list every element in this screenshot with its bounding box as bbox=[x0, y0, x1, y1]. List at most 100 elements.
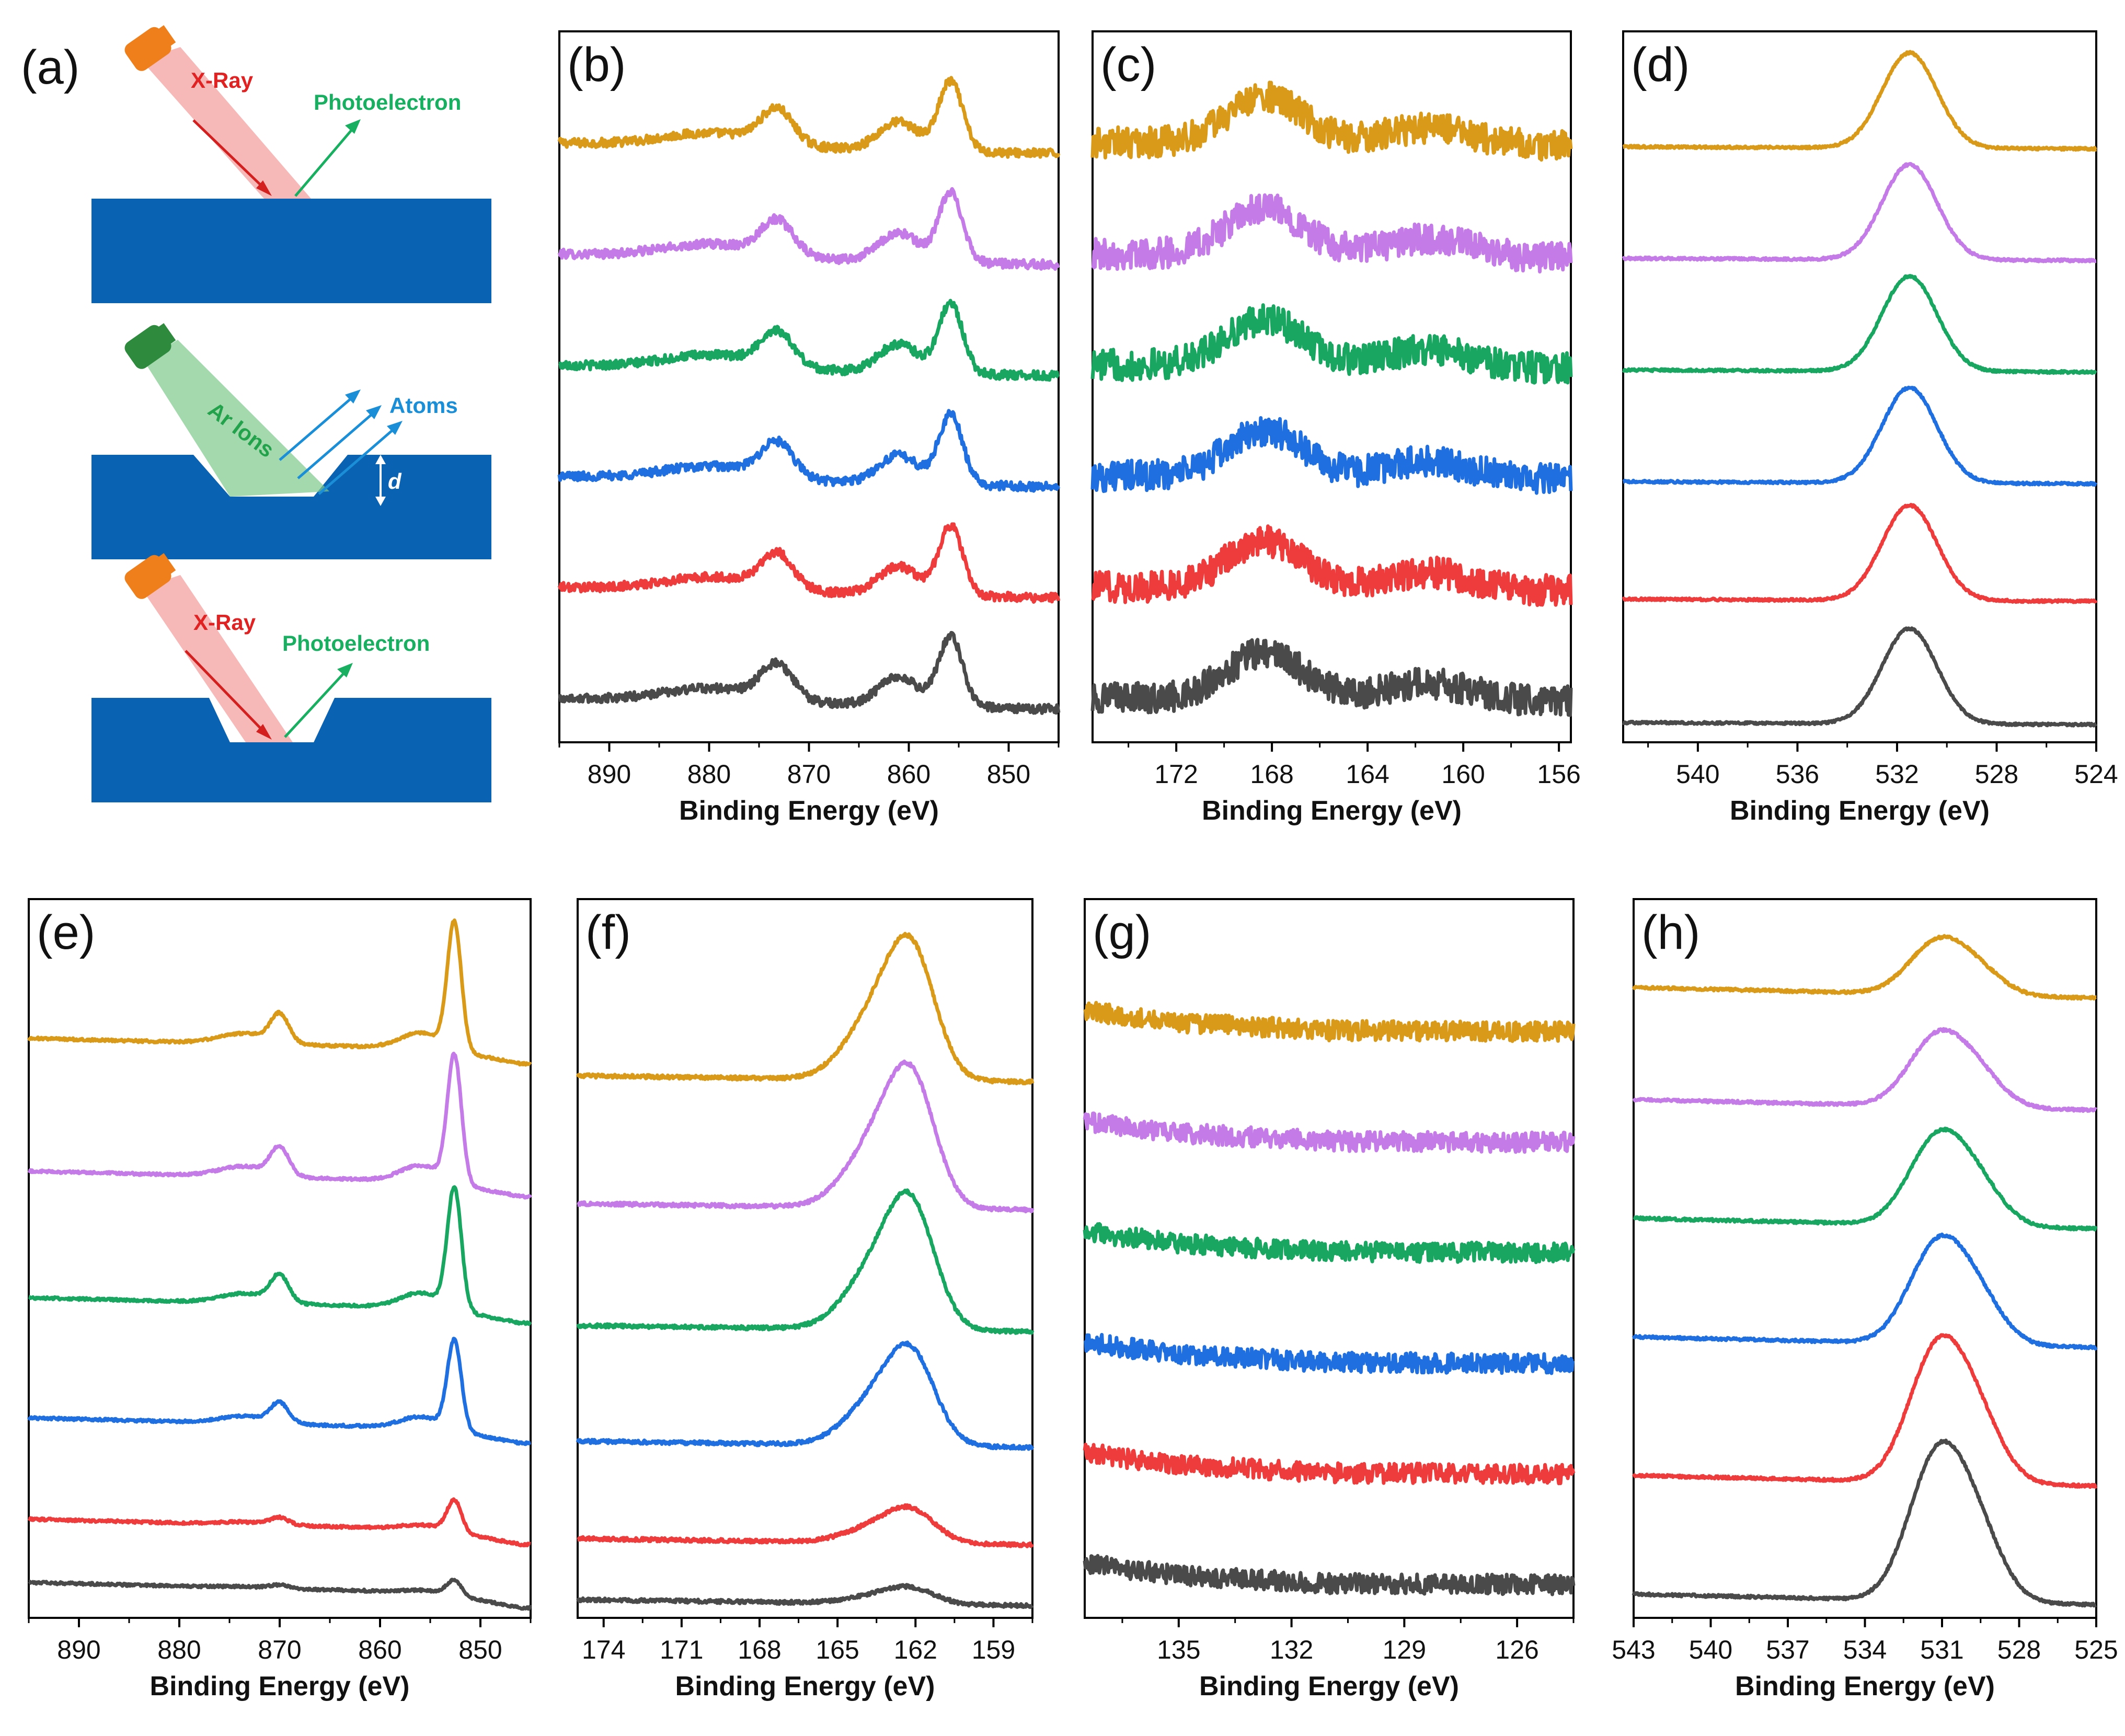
x-tick-label-b: 860 bbox=[887, 760, 931, 789]
series-line-b-orange bbox=[557, 76, 1061, 159]
chart-panel-b: 890 880 870 860 850 Binding Energy (eV) (b) bbox=[557, 30, 1061, 826]
panel-label-g: (g) bbox=[1093, 906, 1151, 959]
series-line-h-blue bbox=[1632, 1232, 2098, 1351]
series-line-e-red bbox=[27, 1497, 532, 1548]
x-tick-label-e: 850 bbox=[458, 1635, 502, 1664]
x-axis-title-d: Binding Energy (eV) bbox=[1730, 796, 1990, 826]
series-line-c-gray bbox=[1090, 638, 1573, 717]
panel-label-f: (f) bbox=[585, 906, 631, 959]
series-line-c-green bbox=[1090, 303, 1573, 385]
series-line-f-blue bbox=[576, 1340, 1035, 1451]
x-tick-label-f: 168 bbox=[738, 1635, 781, 1664]
x-tick-label-e: 880 bbox=[157, 1635, 201, 1664]
panel-a-label: (a) bbox=[21, 41, 79, 94]
series-line-c-blue bbox=[1090, 416, 1573, 495]
ion-source-icon bbox=[124, 323, 176, 369]
series-line-g-blue bbox=[1083, 1332, 1575, 1375]
series-line-b-green bbox=[558, 298, 1060, 382]
series-line-d-green bbox=[1622, 274, 2097, 375]
x-tick-label-f: 174 bbox=[582, 1635, 625, 1664]
x-tick-label-f: 159 bbox=[972, 1635, 1015, 1664]
x-tick-label-f: 162 bbox=[894, 1635, 937, 1664]
x-tick-label-d: 532 bbox=[1875, 760, 1919, 789]
photoelectron-arrow-2 bbox=[284, 668, 349, 738]
series-line-h-green bbox=[1633, 1126, 2098, 1232]
x-tick-label-e: 860 bbox=[358, 1635, 401, 1664]
substrate-middle bbox=[91, 455, 491, 559]
xray-beam-1 bbox=[141, 47, 311, 199]
substrate-bottom bbox=[91, 698, 491, 802]
panel-label-c: (c) bbox=[1100, 38, 1156, 91]
series-line-b-purple bbox=[557, 187, 1060, 271]
x-tick-label-g: 126 bbox=[1495, 1635, 1538, 1664]
x-tick-label-c: 172 bbox=[1154, 760, 1198, 789]
x-tick-label-d: 540 bbox=[1676, 760, 1719, 789]
chart-panels: 890 880 870 860 850 Binding Energy (eV) (b) 172… bbox=[27, 30, 2118, 1701]
x-axis-title-g: Binding Energy (eV) bbox=[1199, 1671, 1459, 1701]
x-tick-label-g: 132 bbox=[1270, 1635, 1313, 1664]
atom-arrow-1 bbox=[279, 394, 357, 461]
series-line-g-orange bbox=[1083, 1001, 1576, 1043]
x-tick-label-h: 534 bbox=[1843, 1635, 1887, 1664]
series-line-f-purple bbox=[577, 1059, 1035, 1214]
series-line-c-orange bbox=[1090, 81, 1573, 162]
x-axis-title-h: Binding Energy (eV) bbox=[1735, 1671, 1995, 1701]
series-line-f-red bbox=[577, 1503, 1035, 1548]
series-line-d-gray bbox=[1622, 626, 2098, 728]
series-line-h-gray bbox=[1632, 1439, 2097, 1608]
series-line-c-purple bbox=[1092, 193, 1573, 274]
atom-arrow-2 bbox=[297, 409, 377, 479]
series-line-f-gray bbox=[576, 1583, 1034, 1609]
x-tick-label-h: 540 bbox=[1689, 1635, 1732, 1664]
panel-label-h: (h) bbox=[1641, 906, 1700, 959]
xray-source-1-icon bbox=[124, 25, 176, 71]
xray-arrow-1 bbox=[192, 119, 265, 189]
chart-panel-d: 540 536 532 528 524 Binding Energy (eV) (d) bbox=[1622, 30, 2118, 826]
x-tick-label-b: 880 bbox=[687, 760, 731, 789]
series-line-d-blue bbox=[1622, 385, 2098, 487]
x-tick-label-h: 537 bbox=[1766, 1635, 1809, 1664]
series-line-h-orange bbox=[1632, 934, 2097, 1001]
chart-panel-h: 543 540 537 534 531 528 525 Binding Energy (eV)… bbox=[1612, 898, 2118, 1701]
series-line-d-red bbox=[1622, 503, 2098, 604]
x-axis-title-f: Binding Energy (eV) bbox=[675, 1671, 935, 1701]
depth-label: d bbox=[388, 469, 402, 493]
series-line-h-red bbox=[1632, 1333, 2098, 1489]
x-tick-label-b: 870 bbox=[787, 760, 831, 789]
x-tick-label-g: 135 bbox=[1157, 1635, 1200, 1664]
chart-panel-e: 890 880 870 860 850 Binding Energy (eV) (e) bbox=[27, 898, 533, 1701]
x-tick-label-f: 171 bbox=[660, 1635, 703, 1664]
series-line-e-orange bbox=[27, 918, 532, 1067]
x-tick-label-c: 156 bbox=[1537, 760, 1580, 789]
series-line-b-blue bbox=[557, 409, 1061, 493]
atoms-label: Atoms bbox=[389, 393, 458, 418]
plot-frame-c bbox=[1092, 30, 1572, 743]
x-tick-label-d: 536 bbox=[1776, 760, 1819, 789]
xray-arrow-2 bbox=[185, 650, 265, 733]
series-line-e-blue bbox=[27, 1337, 532, 1446]
x-tick-label-b: 890 bbox=[588, 760, 631, 789]
series-line-g-purple bbox=[1083, 1111, 1576, 1154]
x-tick-label-g: 129 bbox=[1383, 1635, 1426, 1664]
x-axis-title-e: Binding Energy (eV) bbox=[150, 1671, 410, 1701]
x-tick-label-c: 168 bbox=[1250, 760, 1293, 789]
x-tick-label-h: 525 bbox=[2074, 1635, 2118, 1664]
photoelectron-label-1: Photoelectron bbox=[314, 90, 461, 114]
photoelectron-label-2: Photoelectron bbox=[282, 631, 430, 656]
chart-panel-f: 174 171 168 165 162 159 Binding Energy (eV) (f) bbox=[576, 898, 1035, 1701]
xray-source-2-icon bbox=[124, 553, 176, 599]
x-tick-label-h: 528 bbox=[1997, 1635, 2041, 1664]
x-tick-label-d: 528 bbox=[1975, 760, 2018, 789]
series-line-d-orange bbox=[1622, 50, 2097, 152]
photoelectron-arrow-1 bbox=[294, 124, 357, 197]
x-tick-label-c: 160 bbox=[1441, 760, 1485, 789]
xray-label-1: X-Ray bbox=[191, 68, 254, 93]
chart-panel-c: 172 168 164 160 156 Binding Energy (eV) (c) bbox=[1090, 30, 1581, 826]
series-line-e-green bbox=[28, 1185, 532, 1326]
x-tick-label-h: 531 bbox=[1920, 1635, 1963, 1664]
xray-beam-2 bbox=[141, 575, 293, 742]
atom-arrow-3 bbox=[318, 425, 398, 495]
x-tick-label-h: 543 bbox=[1612, 1635, 1655, 1664]
panel-label-e: (e) bbox=[37, 906, 95, 959]
